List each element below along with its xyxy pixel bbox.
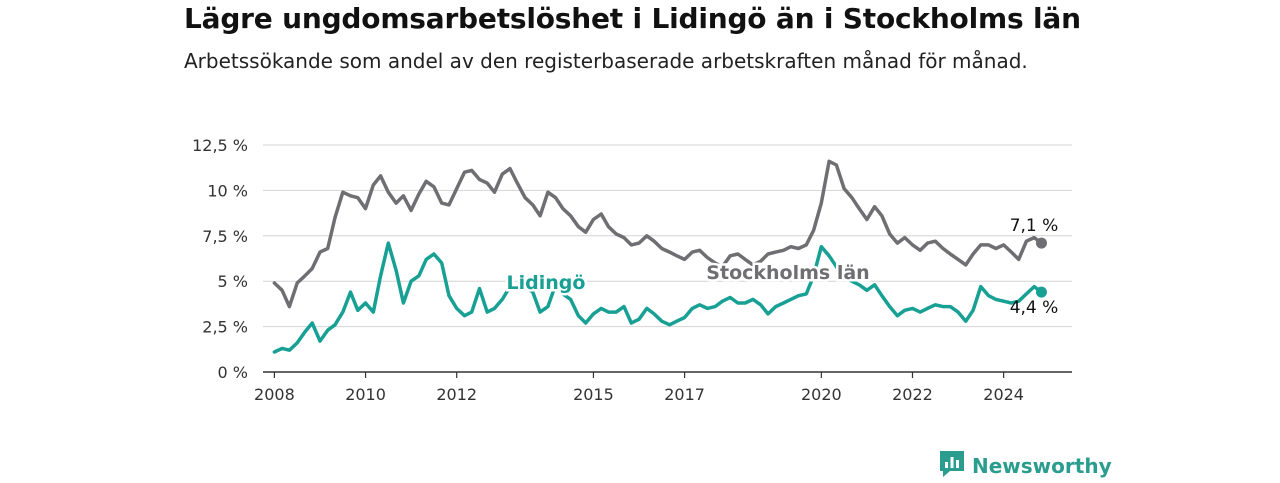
chart-subtitle: Arbetssökande som andel av den registerb… bbox=[184, 49, 1028, 73]
x-tick-label: 2022 bbox=[892, 385, 933, 404]
bar-chart-speech-bubble-icon bbox=[938, 449, 966, 483]
x-tick-label: 2012 bbox=[436, 385, 477, 404]
brand-name: Newsworthy bbox=[972, 454, 1112, 478]
y-tick-label: 0 % bbox=[218, 363, 248, 382]
y-tick-label: 7,5 % bbox=[202, 227, 248, 246]
y-tick-label: 10 % bbox=[207, 181, 248, 200]
x-tick-label: 2017 bbox=[664, 385, 705, 404]
y-tick-label: 2,5 % bbox=[202, 318, 248, 337]
series-name-label: Stockholms län bbox=[706, 262, 869, 284]
newsworthy-logo: Newsworthy bbox=[938, 449, 1112, 483]
series-group bbox=[272, 159, 1047, 354]
y-tick-label: 12,5 % bbox=[192, 136, 248, 155]
series-name-label: Lidingö bbox=[507, 272, 586, 294]
x-tick-label: 2010 bbox=[345, 385, 386, 404]
grid-lines bbox=[263, 144, 1072, 328]
x-tick-label: 2015 bbox=[573, 385, 614, 404]
chart-title: Lägre ungdomsarbetslöshet i Lidingö än i… bbox=[184, 2, 1081, 35]
end-point bbox=[1035, 286, 1047, 298]
x-tick-label: 2024 bbox=[983, 385, 1024, 404]
y-tick-label: 5 % bbox=[218, 272, 248, 291]
y-axis-ticks: 0 % 2,5 % 5 % 7,5 % 10 % 12,5 % bbox=[192, 136, 248, 382]
x-tick-label: 2020 bbox=[801, 385, 842, 404]
end-value-label: 7,1 % bbox=[1010, 216, 1059, 236]
end-value-label: 4,4 % bbox=[1010, 298, 1059, 318]
x-tick-label: 2008 bbox=[254, 385, 295, 404]
end-point bbox=[1035, 237, 1047, 249]
series-line-stockholms-lan bbox=[272, 159, 1044, 309]
x-axis-ticks: 2008 2010 2012 2015 2017 2020 2022 2024 bbox=[254, 372, 1024, 404]
series-line-lidingo bbox=[272, 241, 1044, 354]
series-labels: 7,1 % 4,4 % Stockholms län Lidingö bbox=[504, 216, 1059, 318]
